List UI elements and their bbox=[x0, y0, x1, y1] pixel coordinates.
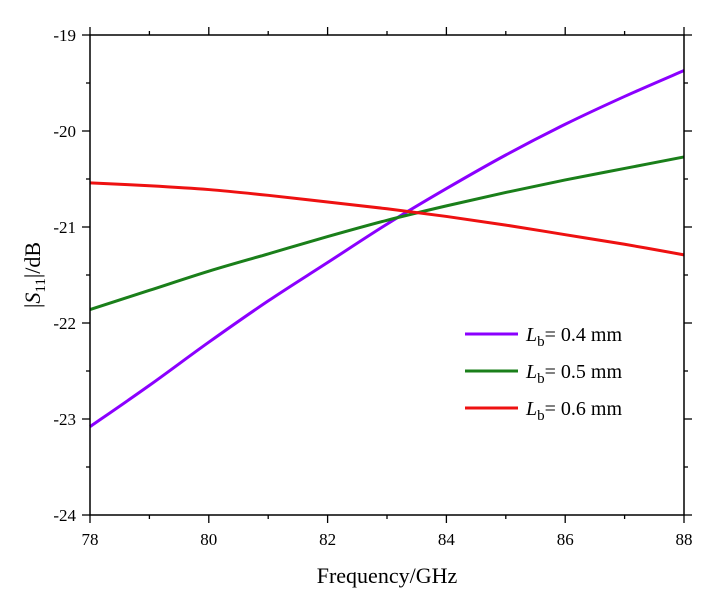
legend-label-sub: b bbox=[537, 334, 545, 350]
legend-label-1: Lb= 0.4 mm bbox=[525, 324, 622, 350]
x-tick-label: 88 bbox=[676, 530, 693, 549]
y-tick-label: -23 bbox=[53, 410, 76, 429]
series-line-1 bbox=[89, 69, 685, 428]
series-layer bbox=[89, 69, 685, 428]
legend-label-2: Lb= 0.5 mm bbox=[525, 361, 622, 387]
y-axis-title-italic: S bbox=[20, 293, 45, 304]
y-axis-title-pre: | bbox=[20, 304, 45, 308]
legend-label-sub: b bbox=[537, 371, 545, 387]
y-tick-label: -20 bbox=[53, 122, 76, 141]
y-tick-label: -24 bbox=[53, 506, 76, 525]
y-tick-label: -19 bbox=[53, 26, 76, 45]
x-axis-title: Frequency/GHz bbox=[317, 563, 458, 588]
legend-label-italic: L bbox=[525, 398, 537, 420]
x-tick-label: 84 bbox=[438, 530, 456, 549]
legend-label-rest: = 0.4 mm bbox=[545, 324, 623, 346]
y-tick-label: -21 bbox=[53, 218, 76, 237]
plot-area bbox=[90, 35, 684, 515]
y-axis-title: |S11|/dB bbox=[20, 242, 49, 308]
legend-label-italic: L bbox=[525, 361, 537, 383]
y-axis-title-sub: 11 bbox=[33, 278, 49, 292]
x-tick-label: 78 bbox=[82, 530, 99, 549]
x-tick-label: 80 bbox=[200, 530, 217, 549]
series-line-2 bbox=[89, 155, 685, 311]
legend-label-3: Lb= 0.6 mm bbox=[525, 398, 622, 424]
y-tick-label: -22 bbox=[53, 314, 76, 333]
legend-label-rest: = 0.6 mm bbox=[545, 398, 623, 420]
legend-label-sub: b bbox=[537, 408, 545, 424]
legend-label-italic: L bbox=[525, 324, 537, 346]
plot-background bbox=[90, 35, 684, 515]
x-tick-label: 82 bbox=[319, 530, 336, 549]
y-axis-title-post: |/dB bbox=[20, 242, 45, 278]
x-tick-label: 86 bbox=[557, 530, 574, 549]
series-line-3 bbox=[89, 181, 685, 257]
axes-layer: 78 80 82 84 86 88 -19 -20 -21 -22 -23 -24 Frequency/… bbox=[20, 26, 693, 588]
legend-label-rest: = 0.5 mm bbox=[545, 361, 623, 383]
